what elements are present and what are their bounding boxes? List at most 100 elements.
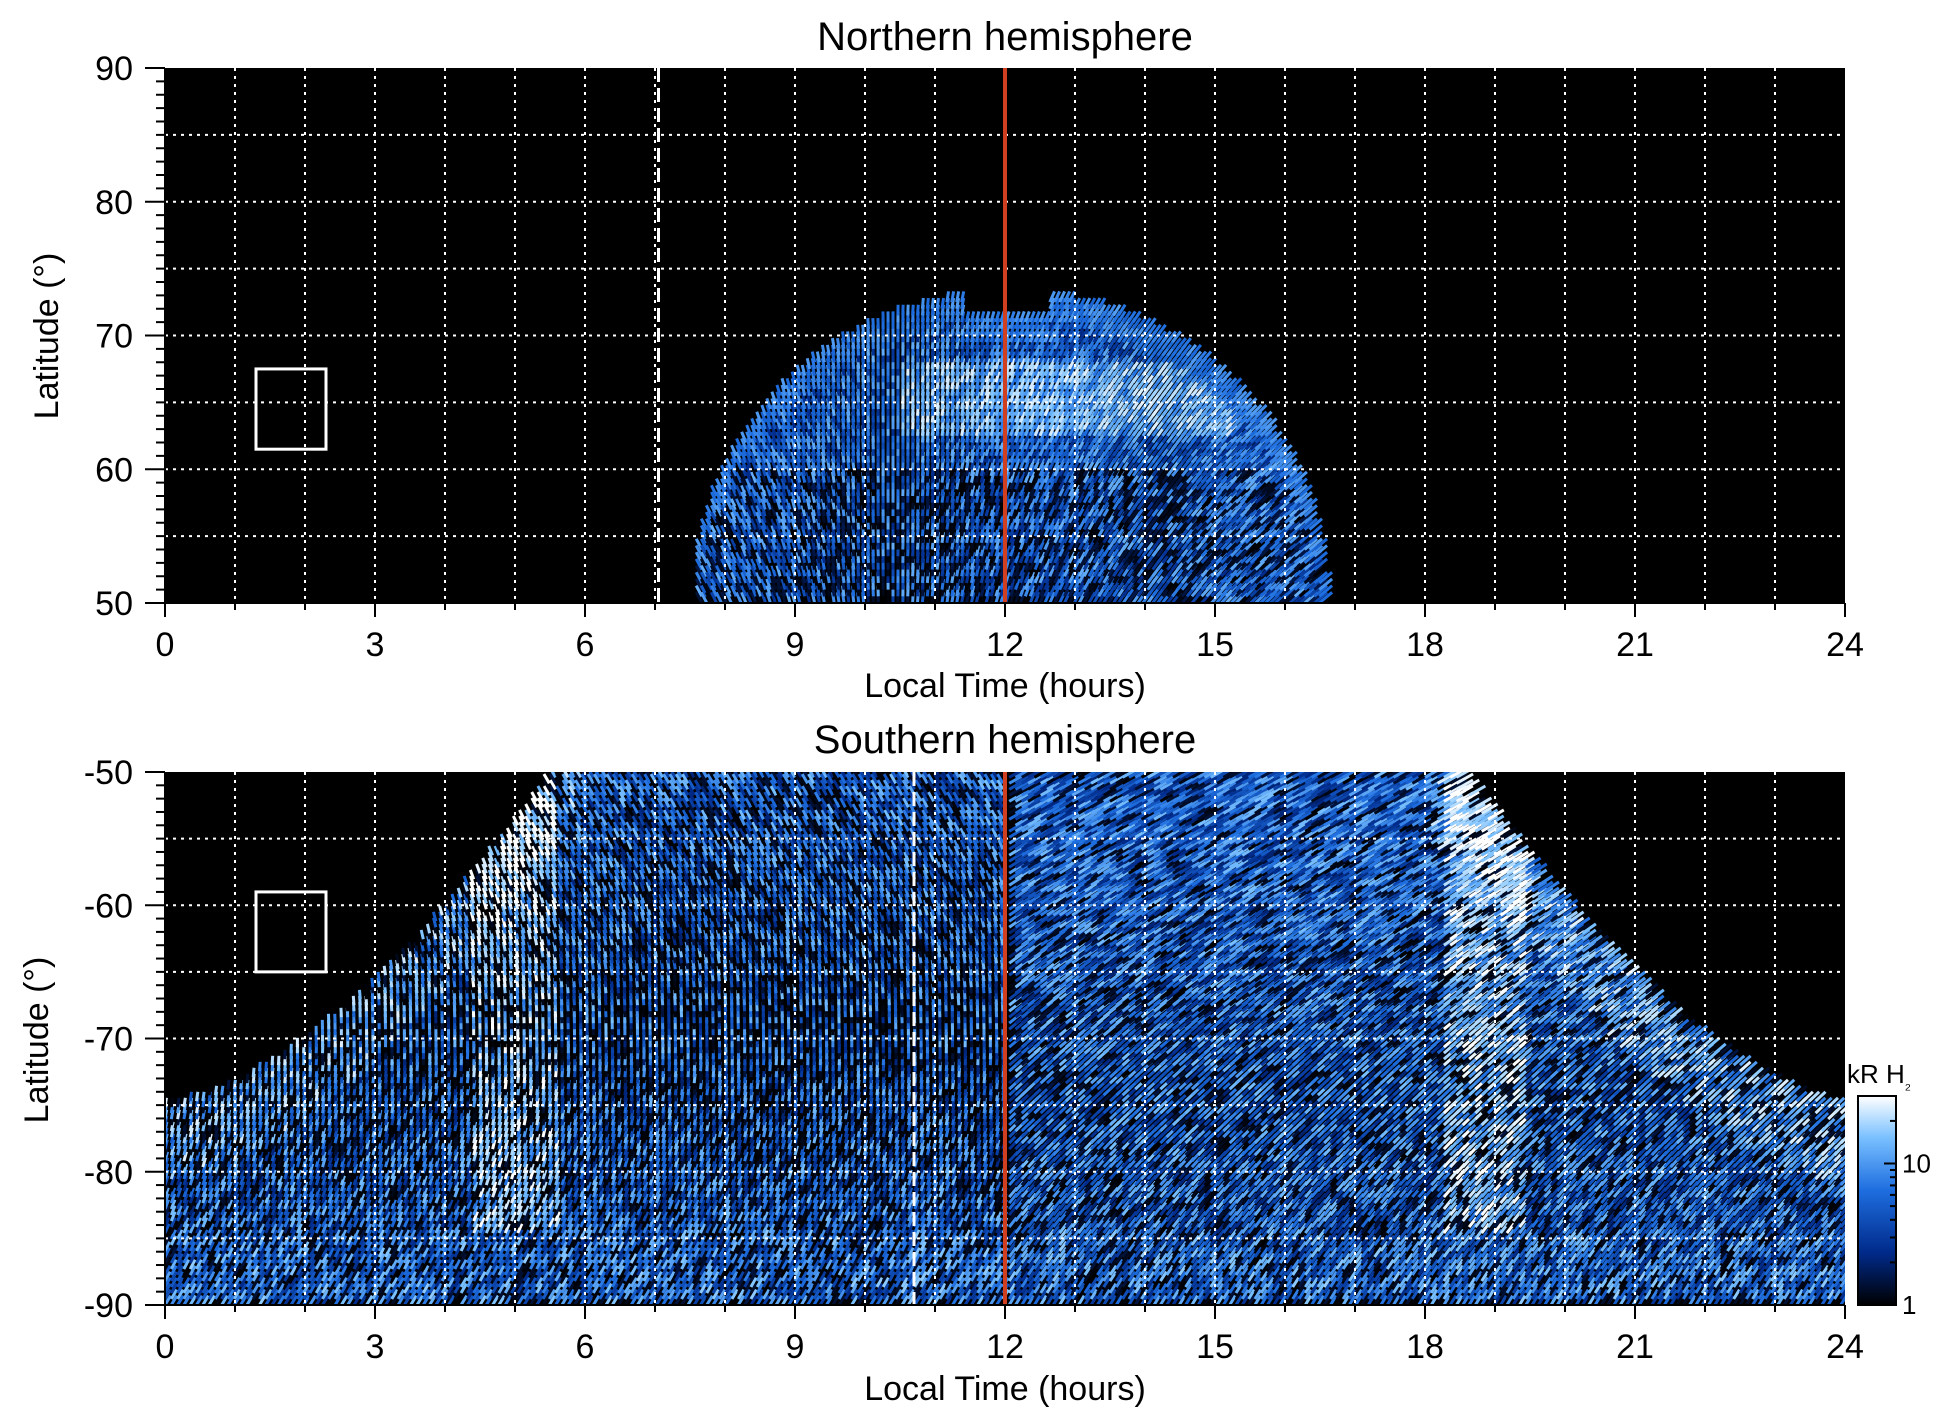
emission-stroke <box>979 337 986 350</box>
emission-stroke <box>1009 578 1016 591</box>
emission-stroke <box>775 417 782 430</box>
emission-stroke <box>740 471 748 484</box>
emission-stroke <box>1048 391 1056 403</box>
emission-stroke <box>750 571 758 584</box>
emission-stroke <box>735 585 743 597</box>
emission-stroke <box>795 464 802 477</box>
emission-stroke <box>1063 531 1072 544</box>
emission-stroke <box>760 417 768 430</box>
emission-stroke <box>1063 384 1072 397</box>
emission-stroke <box>1028 518 1036 530</box>
emission-stroke <box>182 1157 189 1168</box>
emission-stroke <box>765 478 772 490</box>
emission-stroke <box>795 371 802 383</box>
emission-stroke <box>195 1175 202 1186</box>
emission-stroke <box>1028 424 1036 437</box>
emission-stroke <box>1018 344 1026 357</box>
emission-stroke <box>1023 444 1031 457</box>
emission-stroke <box>755 451 763 464</box>
emission-stroke <box>750 518 758 530</box>
emission-stroke <box>1023 565 1031 577</box>
emission-stroke <box>780 511 787 524</box>
emission-stroke <box>1038 431 1046 444</box>
emission-stroke <box>984 317 991 330</box>
emission-stroke <box>1043 504 1051 517</box>
emission-stroke <box>735 437 743 450</box>
emission-stroke <box>1018 471 1026 484</box>
emission-stroke <box>735 471 743 484</box>
emission-stroke <box>836 337 841 350</box>
emission-stroke <box>800 377 807 390</box>
emission-stroke <box>1023 478 1031 490</box>
emission-stroke <box>765 585 772 597</box>
emission-stroke <box>979 464 986 477</box>
emission-stroke <box>795 585 802 597</box>
emission-stroke <box>795 391 802 403</box>
emission-stroke <box>1293 571 1308 585</box>
emission-stroke <box>1053 324 1061 337</box>
emission-stroke <box>1058 330 1066 343</box>
emission-stroke <box>1063 477 1072 490</box>
emission-stroke <box>188 1223 196 1234</box>
emission-stroke <box>989 525 996 537</box>
emission-stroke <box>1033 357 1041 370</box>
emission-stroke <box>182 1259 191 1270</box>
emission-stroke <box>750 464 758 477</box>
emission-stroke <box>1058 437 1066 450</box>
emission-stroke <box>1288 524 1303 538</box>
emission-stroke <box>760 504 768 517</box>
emission-stroke <box>1009 511 1016 524</box>
emission-stroke <box>745 518 753 530</box>
emission-stroke <box>725 578 733 591</box>
emission-stroke <box>1234 390 1248 404</box>
emission-stroke <box>1087 297 1097 310</box>
emission-stroke <box>169 1259 178 1270</box>
emission-stroke <box>989 471 996 484</box>
emission-stroke <box>1048 357 1056 370</box>
emission-stroke <box>1053 498 1061 510</box>
emission-stroke <box>1274 517 1288 531</box>
emission-stroke <box>800 478 807 490</box>
emission-stroke <box>1254 410 1268 424</box>
emission-stroke <box>790 397 797 410</box>
emission-stroke <box>182 1241 190 1252</box>
emission-stroke <box>765 558 772 571</box>
emission-stroke <box>790 471 797 484</box>
emission-stroke <box>989 458 996 470</box>
emission-stroke <box>1288 470 1303 484</box>
emission-stroke <box>750 458 758 470</box>
emission-stroke <box>871 318 875 329</box>
emission-stroke <box>989 504 996 517</box>
emission-stroke <box>1274 584 1288 598</box>
emission-stroke <box>1014 424 1021 437</box>
emission-stroke <box>1014 324 1021 336</box>
emission-stroke <box>1288 497 1303 511</box>
emission-stroke <box>1180 343 1192 357</box>
x-tick-label: 21 <box>1616 626 1654 664</box>
emission-stroke <box>169 1211 177 1222</box>
emission-stroke <box>195 1247 203 1258</box>
emission-stroke <box>195 1199 202 1210</box>
emission-stroke <box>1018 571 1026 584</box>
emission-stroke <box>994 351 1001 363</box>
emission-stroke <box>800 438 807 450</box>
emission-stroke <box>1063 391 1072 404</box>
emission-stroke <box>1043 424 1051 437</box>
emission-stroke <box>994 471 1001 484</box>
emission-stroke <box>1023 531 1031 544</box>
emission-stroke <box>765 471 772 484</box>
emission-stroke <box>176 1259 184 1270</box>
emission-stroke <box>994 418 1001 430</box>
emission-stroke <box>755 491 763 504</box>
emission-stroke <box>1063 310 1072 323</box>
emission-stroke <box>945 291 951 303</box>
emission-stroke <box>195 1270 203 1282</box>
emission-stroke <box>760 511 768 524</box>
emission-stroke <box>1063 457 1072 470</box>
emission-stroke <box>1239 390 1253 404</box>
emission-stroke <box>169 1193 177 1204</box>
emission-stroke <box>1283 537 1298 551</box>
emission-stroke <box>745 544 753 557</box>
emission-stroke <box>755 471 763 484</box>
emission-stroke <box>1018 544 1026 557</box>
